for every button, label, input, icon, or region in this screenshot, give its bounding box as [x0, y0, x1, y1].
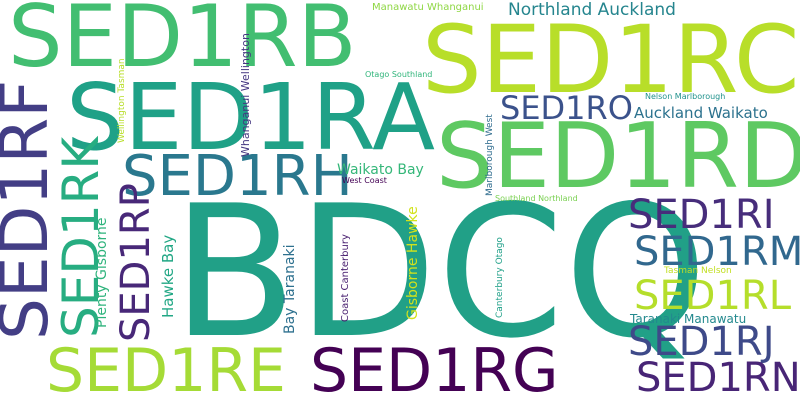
word-sed1rp: SED1RP	[113, 183, 159, 342]
word-sed1rg: SED1RG	[310, 336, 559, 400]
word-coast-canterbury: Coast Canterbury	[340, 234, 351, 322]
word-sed1rd: SED1RD	[436, 104, 800, 209]
word-sed1ro: SED1RO	[500, 89, 633, 127]
word-tasman-nelson: Tasman Nelson	[664, 266, 732, 276]
word-bdcq: BDCQ	[172, 166, 708, 378]
word-waikato-bay: Waikato Bay	[337, 162, 424, 178]
word-manawatu-whanganui: Manawatu Whanganui	[372, 2, 484, 13]
word-sed1rb: SED1RB	[8, 0, 357, 87]
word-sed1rf: SED1RF	[0, 79, 63, 340]
word-plenty-gisborne: Plenty Gisborne	[94, 217, 110, 328]
word-sed1rj: SED1RJ	[628, 319, 775, 365]
word-bay-taranaki: Bay Taranaki	[282, 244, 298, 334]
word-taranaki-manawatu: Taranaki Manawatu	[630, 312, 747, 326]
word-sed1rh: SED1RH	[122, 144, 353, 209]
word-canterbury-otago: Canterbury Otago	[495, 237, 505, 318]
word-sed1ra: SED1RA	[66, 64, 436, 171]
word-hawke-bay: Hawke Bay	[159, 234, 177, 318]
word-auckland-waikato: Auckland Waikato	[634, 104, 768, 122]
word-marlborough-west: Marlborough West	[485, 114, 495, 196]
word-sed1re: SED1RE	[46, 336, 286, 400]
word-northland-auckland: Northland Auckland	[508, 0, 676, 20]
word-sed1ri: SED1RI	[628, 192, 775, 238]
word-southland-northland: Southland Northland	[495, 194, 578, 203]
word-gisborne-hawke: Gisborne Hawke	[405, 206, 421, 320]
word-otago-southland: Otago Southland	[365, 70, 433, 79]
word-whanganui-wellington: Whanganui Wellington	[239, 33, 252, 157]
word-sed1rc: SED1RC	[422, 6, 800, 115]
word-nelson-marlborough: Nelson Marlborough	[645, 92, 726, 101]
word-sed1rl: SED1RL	[634, 273, 791, 319]
word-wellington-tasman: Wellington Tasman	[117, 58, 127, 143]
word-sed1rm: SED1RM	[634, 229, 800, 275]
word-west-coast: West Coast	[342, 176, 387, 185]
word-sed1rn: SED1RN	[636, 355, 800, 400]
